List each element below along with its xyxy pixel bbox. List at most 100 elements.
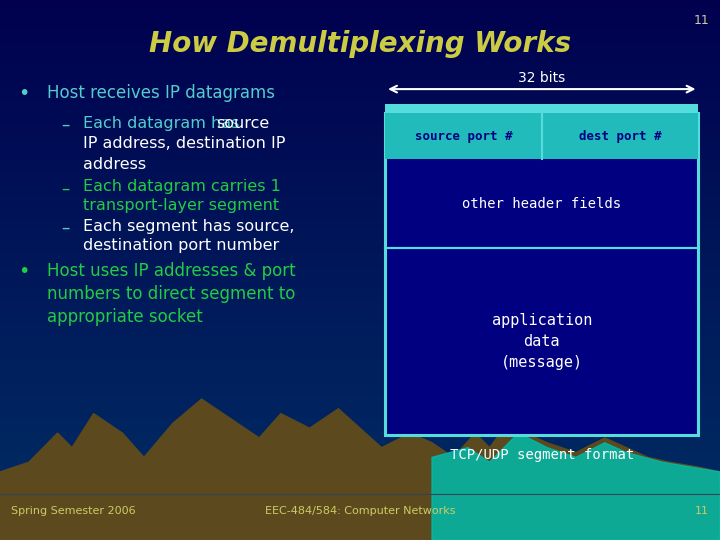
Bar <box>0 151 720 154</box>
Bar <box>0 129 720 132</box>
Text: 11: 11 <box>696 506 709 516</box>
Polygon shape <box>0 399 720 540</box>
Bar <box>0 99 720 103</box>
Text: source: source <box>216 116 269 131</box>
Bar <box>385 113 698 435</box>
Text: Host uses IP addresses & port
numbers to direct segment to
appropriate socket: Host uses IP addresses & port numbers to… <box>47 262 295 326</box>
Bar <box>0 172 720 176</box>
Bar <box>0 526 720 529</box>
Bar <box>0 361 720 365</box>
Bar <box>0 286 720 289</box>
Bar <box>0 302 720 305</box>
Bar <box>0 8 720 11</box>
Bar <box>0 72 720 76</box>
Bar <box>0 134 720 138</box>
Text: –: – <box>61 219 70 237</box>
Bar <box>0 512 720 516</box>
Bar <box>0 483 720 486</box>
Bar <box>0 56 720 59</box>
Bar <box>0 445 720 448</box>
Bar <box>0 164 720 167</box>
Bar <box>0 245 720 248</box>
Bar <box>0 86 720 89</box>
Bar <box>0 29 720 32</box>
Bar <box>0 83 720 86</box>
Bar <box>0 45 720 49</box>
Bar <box>0 64 720 68</box>
Bar <box>0 105 720 108</box>
Bar <box>0 94 720 97</box>
Bar <box>0 515 720 518</box>
Bar <box>0 350 720 354</box>
Bar <box>0 202 720 205</box>
Bar <box>0 326 720 329</box>
Bar <box>0 256 720 259</box>
Bar <box>0 313 720 316</box>
Bar <box>0 407 720 410</box>
Bar <box>0 399 720 402</box>
Bar <box>0 269 720 273</box>
Bar <box>0 272 720 275</box>
Bar <box>0 237 720 240</box>
Bar <box>0 523 720 526</box>
Bar <box>0 334 720 338</box>
Text: How Demultiplexing Works: How Demultiplexing Works <box>149 30 571 58</box>
Bar <box>0 280 720 284</box>
Bar <box>0 180 720 184</box>
Text: source port #: source port # <box>415 130 512 143</box>
Text: –: – <box>61 116 70 134</box>
Bar <box>0 91 720 94</box>
Bar <box>0 496 720 500</box>
Bar <box>0 121 720 124</box>
Bar <box>0 299 720 302</box>
Bar <box>0 107 720 111</box>
Bar <box>0 329 720 332</box>
Bar <box>0 494 720 497</box>
Bar <box>0 26 720 30</box>
Bar <box>0 464 720 467</box>
Bar <box>0 224 720 227</box>
Bar <box>0 248 720 251</box>
Bar <box>0 429 720 432</box>
Bar <box>0 296 720 300</box>
Bar <box>0 124 720 127</box>
Bar <box>0 461 720 464</box>
Bar <box>0 396 720 400</box>
Bar <box>0 426 720 429</box>
Bar <box>0 210 720 213</box>
Text: Spring Semester 2006: Spring Semester 2006 <box>11 506 135 516</box>
Bar <box>0 62 720 65</box>
Text: EEC-484/584: Computer Networks: EEC-484/584: Computer Networks <box>265 506 455 516</box>
Bar <box>0 89 720 92</box>
Bar <box>0 118 720 122</box>
Bar <box>0 437 720 440</box>
Bar <box>0 372 720 375</box>
Bar <box>0 504 720 508</box>
Bar <box>0 148 720 151</box>
Bar <box>0 10 720 14</box>
Bar <box>0 348 720 351</box>
Bar <box>0 477 720 481</box>
Bar <box>0 229 720 232</box>
Bar <box>0 242 720 246</box>
Text: dest port #: dest port # <box>579 130 662 143</box>
Text: address: address <box>83 157 146 172</box>
Bar <box>0 502 720 505</box>
Bar <box>0 186 720 189</box>
Bar <box>0 359 720 362</box>
Bar <box>0 16 720 19</box>
Bar <box>0 448 720 451</box>
Bar <box>0 213 720 216</box>
Bar <box>0 499 720 502</box>
Bar <box>0 369 720 373</box>
Bar <box>0 0 720 3</box>
Text: 11: 11 <box>693 14 709 26</box>
Bar <box>0 205 720 208</box>
Bar <box>0 70 720 73</box>
Bar <box>0 278 720 281</box>
Bar <box>0 345 720 348</box>
Bar <box>0 386 720 389</box>
Bar <box>0 275 720 278</box>
Bar <box>0 132 720 135</box>
Bar <box>0 410 720 413</box>
